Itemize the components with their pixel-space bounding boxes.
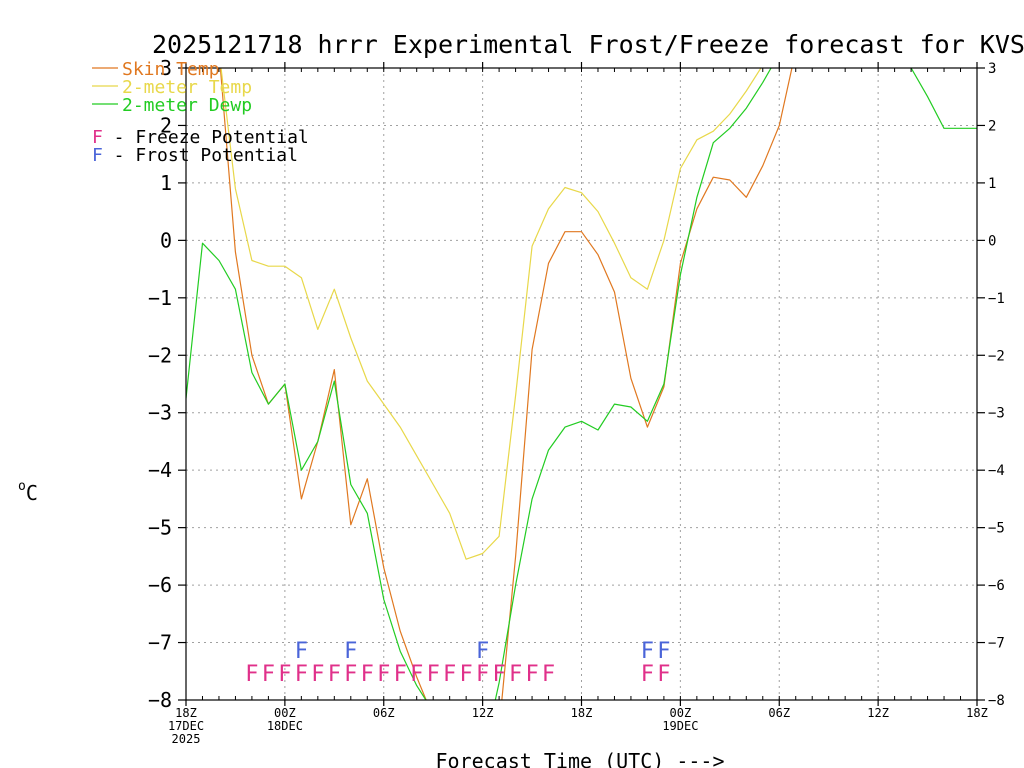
x-tick-label: 12Z bbox=[472, 706, 494, 720]
y-tick-label: −1 bbox=[148, 286, 172, 310]
y-tick-label-right: 0 bbox=[988, 233, 996, 249]
x-tick-label: 06Z bbox=[768, 706, 790, 720]
freeze-flag: F bbox=[311, 662, 324, 687]
legend-freeze-letter: F bbox=[92, 127, 103, 148]
series-group bbox=[186, 68, 977, 700]
y-tick-label: −5 bbox=[148, 516, 172, 540]
freeze-flag: F bbox=[525, 662, 538, 687]
potential-flags: F F F F FF F F F F F F F F F F F F F F F F F F F F bbox=[245, 639, 670, 687]
freeze-flag: F bbox=[278, 662, 291, 687]
y-axis-label: oC bbox=[18, 479, 38, 505]
legend-skin-label: Skin Temp bbox=[122, 59, 220, 80]
legend-temp-label: 2-meter Temp bbox=[122, 77, 252, 98]
series-line-temp bbox=[220, 68, 762, 560]
x-tick-label: 18Z bbox=[175, 706, 197, 720]
frost-flag: F bbox=[657, 639, 670, 664]
y-tick-label-right: −3 bbox=[988, 406, 1005, 422]
legend-frost: F - Frost Potential bbox=[92, 145, 298, 166]
x-tick-date: 18DEC bbox=[267, 719, 303, 733]
plot-frame bbox=[185, 67, 978, 701]
legend-freeze-text: - Freeze Potential bbox=[103, 127, 309, 148]
frost-flag: F bbox=[641, 639, 654, 664]
legend-freeze: F - Freeze Potential bbox=[92, 127, 309, 148]
freeze-flag: F bbox=[460, 662, 473, 687]
frost-flag: F bbox=[295, 639, 308, 664]
x-tick-label: 18Z bbox=[571, 706, 593, 720]
y-tick-label-right: −1 bbox=[988, 291, 1005, 307]
frost-flag: F bbox=[344, 639, 357, 664]
y-tick-label-right: −6 bbox=[988, 578, 1005, 594]
freeze-flag: F bbox=[328, 662, 341, 687]
legend-dewp-label: 2-meter Dewp bbox=[122, 95, 252, 116]
y-tick-label: 0 bbox=[160, 228, 172, 252]
series-line-dewp bbox=[186, 68, 977, 700]
freeze-flag: F bbox=[542, 662, 555, 687]
y-tick-label-right: −8 bbox=[988, 693, 1005, 709]
x-tick-label: 12Z bbox=[867, 706, 889, 720]
y-tick-label-right: −4 bbox=[988, 463, 1005, 479]
y-tick-label-right: 1 bbox=[988, 176, 996, 192]
freeze-flag: F bbox=[245, 662, 258, 687]
freeze-flag: F bbox=[361, 662, 374, 687]
legend: Skin Temp 2-meter Temp 2-meter Dewp F - … bbox=[92, 59, 309, 166]
x-tick-label: 06Z bbox=[373, 706, 395, 720]
y-tick-label-right: −2 bbox=[988, 348, 1005, 364]
y-tick-label: 2 bbox=[160, 113, 172, 137]
freeze-flag: F bbox=[410, 662, 423, 687]
y-tick-label: −3 bbox=[148, 401, 172, 425]
grid bbox=[186, 68, 977, 700]
x-tick-label: 00Z bbox=[670, 706, 692, 720]
y-tick-label: 3 bbox=[160, 56, 172, 80]
y-tick-label-right: 3 bbox=[988, 61, 996, 77]
legend-frost-text: - Frost Potential bbox=[103, 145, 298, 166]
freeze-flag: F bbox=[509, 662, 522, 687]
y-axis-label-degree: o bbox=[18, 479, 26, 494]
freeze-flag: F bbox=[492, 662, 505, 687]
freeze-flag: F bbox=[262, 662, 275, 687]
legend-frost-letter: F bbox=[92, 145, 103, 166]
y-tick-label: −4 bbox=[148, 458, 172, 482]
y-tick-label: −2 bbox=[148, 343, 172, 367]
freeze-flag: F bbox=[657, 662, 670, 687]
y-tick-label: −6 bbox=[148, 573, 172, 597]
freeze-flag: F bbox=[443, 662, 456, 687]
x-tick-label: 18Z bbox=[966, 706, 988, 720]
x-tick-year: 2025 bbox=[172, 732, 201, 746]
x-tick-date: 19DEC bbox=[662, 719, 698, 733]
freeze-flag: F bbox=[394, 662, 407, 687]
y-tick-label-right: −5 bbox=[988, 521, 1005, 537]
y-tick-label-right: 2 bbox=[988, 118, 996, 134]
freeze-flag: F bbox=[476, 662, 489, 687]
x-axis-label: Forecast Time (UTC) ---> bbox=[436, 749, 725, 768]
axis-ticks: 3 3 2 2 1 1 0 0 −1 −1 −2 −2 −3 −3 −4 −4 −5 −5 −6 −6 −7 −7 −8 −8… bbox=[148, 56, 1005, 746]
y-tick-label: 1 bbox=[160, 171, 172, 195]
y-tick-label-right: −7 bbox=[988, 636, 1005, 652]
series-line-skin bbox=[219, 68, 793, 700]
freeze-flag: F bbox=[641, 662, 654, 687]
y-axis-label-unit: C bbox=[26, 481, 38, 505]
y-tick-label: −8 bbox=[148, 688, 172, 712]
freeze-flag: F bbox=[427, 662, 440, 687]
frost-flag: F bbox=[476, 639, 489, 664]
freeze-flag: F bbox=[344, 662, 357, 687]
x-tick-date: 17DEC bbox=[168, 719, 204, 733]
chart-title: 2025121718 hrrr Experimental Frost/Freez… bbox=[152, 30, 1024, 59]
y-tick-label: −7 bbox=[148, 631, 172, 655]
freeze-flag: F bbox=[295, 662, 308, 687]
x-tick-label: 00Z bbox=[274, 706, 296, 720]
freeze-flag: F bbox=[377, 662, 390, 687]
